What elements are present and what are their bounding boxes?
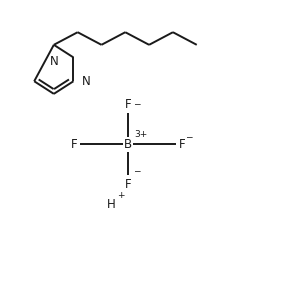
Text: 3+: 3+: [134, 130, 147, 139]
Text: −: −: [185, 132, 192, 142]
Text: B: B: [124, 138, 132, 151]
Text: F: F: [125, 98, 132, 111]
Text: N: N: [49, 55, 58, 68]
Text: −: −: [133, 99, 141, 108]
Text: F: F: [178, 138, 185, 151]
Text: −: −: [133, 166, 141, 175]
Text: H: H: [107, 198, 116, 211]
Text: +: +: [117, 190, 125, 200]
Text: F: F: [71, 138, 78, 151]
Text: N: N: [82, 75, 91, 88]
Text: −: −: [70, 140, 77, 149]
Text: F: F: [125, 178, 132, 191]
